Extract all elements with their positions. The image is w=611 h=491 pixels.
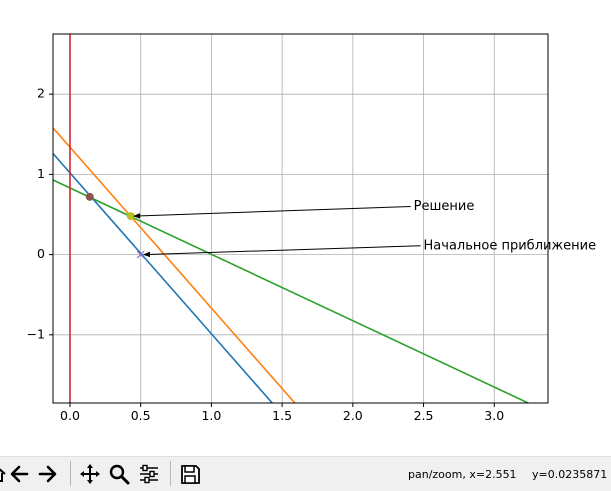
x-tick-label: 2.5 xyxy=(414,408,434,423)
y-tick-label: 1 xyxy=(37,166,45,181)
x-tick-label: 3.0 xyxy=(484,408,504,423)
series-line-1 xyxy=(53,152,273,403)
y-tick-label: 0 xyxy=(37,246,45,261)
toolbar-separator xyxy=(70,461,71,486)
status-y-value: y=0.0235871 xyxy=(532,468,608,481)
home-button[interactable] xyxy=(0,460,10,487)
x-tick-label: 0.0 xyxy=(60,408,80,423)
annotation-label-2: Начальное приближение xyxy=(424,238,597,253)
point-marker-2 xyxy=(126,212,135,221)
y-tick-label: −1 xyxy=(27,326,45,341)
x-tick-label: 1.0 xyxy=(201,408,221,423)
back-icon xyxy=(10,465,29,482)
series-line-2 xyxy=(53,127,296,403)
forward-icon xyxy=(38,465,57,482)
x-tick-label: 1.5 xyxy=(272,408,292,423)
configure-subplots-icon xyxy=(140,464,158,483)
pan-icon xyxy=(80,463,100,484)
configure-subplots-button[interactable] xyxy=(136,460,162,487)
annotation-arrow-2 xyxy=(142,245,421,258)
axes-frame xyxy=(52,33,549,404)
figure: Решение Начальное приближение 0.0 0.5 1.0 1.5… xyxy=(27,33,597,423)
zoom-button[interactable] xyxy=(106,460,132,487)
home-icon xyxy=(0,467,6,482)
save-icon xyxy=(181,464,200,484)
forward-button[interactable] xyxy=(35,460,61,487)
annotation-label-1: Решение xyxy=(414,199,475,214)
save-button[interactable] xyxy=(177,460,203,487)
toolbar-separator xyxy=(170,461,171,486)
pan-button[interactable] xyxy=(77,460,103,487)
navigation-toolbar: pan/zoom, x=2.551 y=0.0235871 xyxy=(0,456,611,491)
x-tick-label: 0.5 xyxy=(131,408,151,423)
chart: Решение Начальное приближение 0.0 0.5 1.0 1.5… xyxy=(27,33,597,423)
annotation-arrow-1 xyxy=(133,205,411,219)
y-tick-label: 2 xyxy=(37,86,45,101)
point-marker-1 xyxy=(85,192,94,201)
zoom-icon xyxy=(109,464,130,484)
back-button[interactable] xyxy=(6,460,32,487)
x-tick-label: 2.0 xyxy=(343,408,363,423)
status-coordinates: pan/zoom, x=2.551 xyxy=(408,468,517,481)
